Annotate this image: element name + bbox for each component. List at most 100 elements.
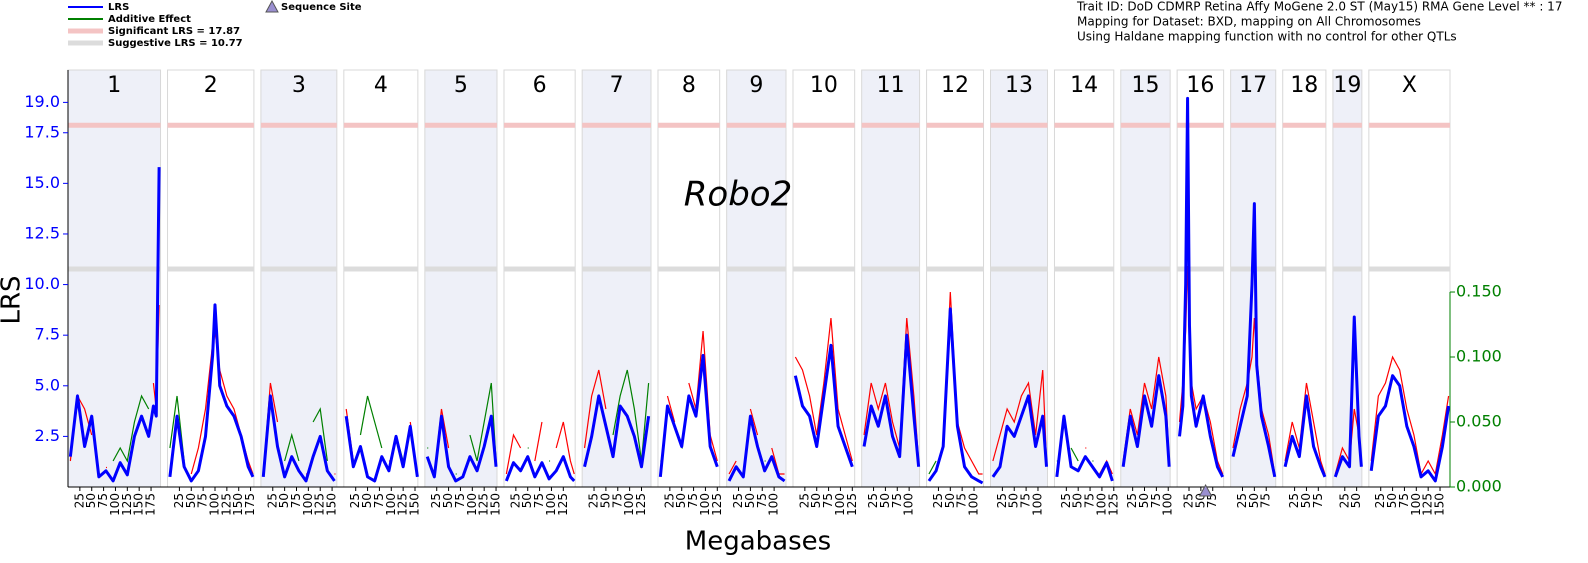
x-tick-label: 75 xyxy=(1149,493,1163,508)
x-tick-label: 75 xyxy=(955,493,969,508)
x-tick-label: 25 xyxy=(1059,493,1073,508)
lrs-line xyxy=(1333,315,1363,478)
chromosome-label: 2 xyxy=(204,73,218,98)
legend-label: Sequence Site xyxy=(281,2,362,13)
x-tick-label: 25 xyxy=(1287,493,1301,508)
x-tick-label: 50 xyxy=(1071,493,1085,508)
x-tick-label: 100 xyxy=(698,493,712,516)
chromosome-label: X xyxy=(1402,73,1417,98)
x-tick-label: 50 xyxy=(520,493,534,508)
x-tick-label: 150 xyxy=(231,493,245,516)
x-tick-label: 25 xyxy=(1125,493,1139,508)
x-tick-label: 75 xyxy=(890,493,904,508)
chromosome-label: 9 xyxy=(749,73,763,98)
additive-line xyxy=(1370,355,1450,476)
x-tick-label: 25 xyxy=(731,493,745,508)
lrs-line xyxy=(1231,202,1277,478)
additive-line xyxy=(728,460,737,475)
chromosome-label: 10 xyxy=(810,73,838,98)
x-tick-label: 100 xyxy=(384,493,398,516)
y-axis-title: LRS xyxy=(0,275,27,324)
gene-annotation: Robo2 xyxy=(684,175,792,215)
x-tick-label: 50 xyxy=(1385,493,1399,508)
x-tick-label: 125 xyxy=(1421,493,1435,516)
x-tick-label: 50 xyxy=(674,493,688,508)
x-tick-label: 50 xyxy=(743,493,757,508)
x-tick-label: 125 xyxy=(556,493,570,516)
additive-line xyxy=(794,317,853,462)
chromosome-label: 18 xyxy=(1290,73,1318,98)
chromosome-panel xyxy=(260,69,338,488)
x-tick-label: 25 xyxy=(1373,493,1387,508)
y-tick-label: 19.0 xyxy=(24,92,60,111)
lrs-line xyxy=(727,414,786,483)
x-tick-label: 100 xyxy=(967,493,981,516)
additive-line xyxy=(1070,447,1079,462)
x-tick-label: 125 xyxy=(477,493,491,516)
y-tick-label: 2.5 xyxy=(35,426,60,445)
chromosome-panel xyxy=(167,69,255,488)
x-tick-label: 25 xyxy=(172,493,186,508)
additive-line xyxy=(992,369,1048,462)
x-tick-label: 75 xyxy=(1259,493,1273,508)
legend-swatch xyxy=(265,0,279,13)
x-tick-label: 100 xyxy=(833,493,847,516)
legend-label: Suggestive LRS = 10.77 xyxy=(108,38,243,49)
lrs-line xyxy=(1283,394,1327,478)
x-tick-label: 150 xyxy=(1433,493,1447,516)
legend-label: LRS xyxy=(108,2,129,13)
x-tick-label: 100 xyxy=(544,493,558,516)
x-tick-label: 100 xyxy=(622,493,636,516)
chromosome-label: 5 xyxy=(454,73,468,98)
x-tick-label: 100 xyxy=(207,493,221,516)
chromosome-panel xyxy=(343,69,419,488)
x-tick-label: 75 xyxy=(1311,493,1325,508)
x-tick-label: 75 xyxy=(96,493,110,508)
x-tick-label: 75 xyxy=(1397,493,1411,508)
chromosome-panel xyxy=(1176,69,1225,488)
x-tick-label: 75 xyxy=(610,493,624,508)
y2-tick-label: 0.050 xyxy=(1456,412,1502,431)
additive-line xyxy=(1232,317,1276,475)
x-tick-label: 25 xyxy=(348,493,362,508)
info-line: Using Haldane mapping function with no c… xyxy=(1077,30,1457,44)
x-tick-label: 75 xyxy=(1205,493,1219,508)
chromosome-label: 14 xyxy=(1070,73,1098,98)
x-tick-label: 175 xyxy=(243,493,257,516)
additive-line xyxy=(749,408,759,436)
chromosome-panel xyxy=(503,69,576,488)
x-tick-label: 75 xyxy=(289,493,303,508)
lrs-line xyxy=(1121,374,1171,467)
x-tick-label: 125 xyxy=(634,493,648,516)
chromosome-panel xyxy=(926,69,985,488)
x-tick-label: 100 xyxy=(465,493,479,516)
x-tick-label: 75 xyxy=(372,493,386,508)
x-tick-label: 50 xyxy=(598,493,612,508)
additive-line xyxy=(112,394,150,463)
x-tick-label: 25 xyxy=(995,493,1009,508)
x-tick-label: 25 xyxy=(1337,493,1351,508)
x-tick-label: 100 xyxy=(767,493,781,516)
x-tick-label: 50 xyxy=(1349,493,1363,508)
x-axis-title: Megabases xyxy=(685,527,831,557)
lrs-line xyxy=(862,333,921,467)
additive-line xyxy=(1122,356,1170,462)
legend-label: Significant LRS = 17.87 xyxy=(108,26,240,37)
x-tick-label: 50 xyxy=(1247,493,1261,508)
x-tick-label: 50 xyxy=(1193,493,1207,508)
additive-line xyxy=(688,330,718,462)
x-tick-label: 25 xyxy=(72,493,86,508)
additive-line xyxy=(505,433,522,475)
lrs-line xyxy=(1369,374,1451,483)
x-tick-label: 125 xyxy=(1106,493,1120,516)
x-tick-label: 25 xyxy=(797,493,811,508)
chromosome-label: 4 xyxy=(374,73,388,98)
chromosome-label: 13 xyxy=(1005,73,1033,98)
additive-line xyxy=(863,317,920,462)
chromosome-label: 12 xyxy=(941,73,969,98)
x-tick-label: 125 xyxy=(313,493,327,516)
x-tick-label: 25 xyxy=(931,493,945,508)
additive-line xyxy=(555,421,575,475)
chromosome-label: 16 xyxy=(1186,73,1214,98)
